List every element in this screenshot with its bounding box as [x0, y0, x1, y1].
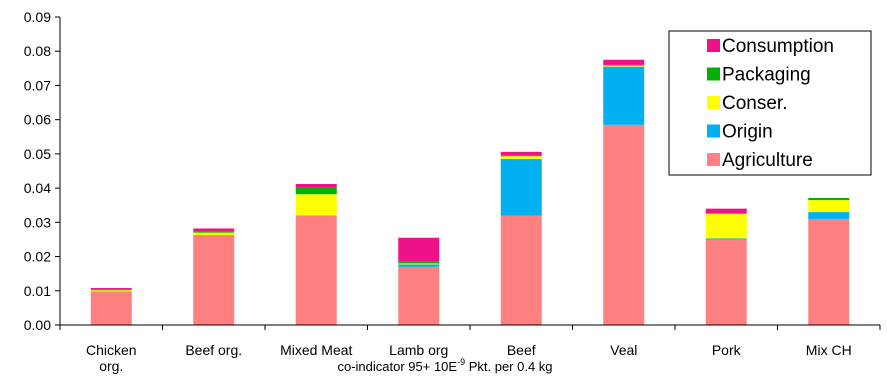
bar-segment-conser: [295, 194, 337, 216]
bar-segment-consumption: [90, 288, 132, 290]
bar-segment-packaging: [603, 64, 645, 66]
bar-segment-consumption: [193, 228, 235, 232]
x-category-label: Lamb org: [389, 342, 448, 358]
bar-segment-conser: [705, 213, 747, 239]
x-category-label: Mix CH: [806, 342, 852, 358]
x-category-label: Chicken: [86, 342, 137, 358]
bar-segment-agriculture: [808, 218, 850, 325]
bar-segment-conser: [90, 290, 132, 292]
legend-swatch-conser: [707, 96, 720, 109]
legend-label: Packaging: [722, 65, 811, 86]
legend-swatch-origin: [707, 124, 720, 138]
bar-segment-consumption: [500, 151, 542, 156]
x-category-label: Mixed Meat: [280, 342, 352, 358]
legend-swatch-consumption: [707, 39, 720, 52]
bar-segment-packaging: [500, 155, 542, 157]
y-tick-label: 0.07: [24, 77, 51, 93]
y-tick-label: 0.05: [24, 146, 51, 162]
bar-segment-agriculture: [603, 124, 645, 325]
legend-box: [668, 30, 872, 176]
x-category-label: Pork: [712, 342, 742, 358]
bar-segment-origin: [398, 264, 440, 267]
bar-segment-packaging: [808, 198, 850, 201]
bar-segment-agriculture: [295, 215, 337, 325]
x-category-label: Veal: [610, 342, 637, 358]
legend-label: Agriculture: [722, 150, 813, 171]
legend-label: Consumption: [722, 36, 834, 57]
bar-segment-conser: [808, 200, 850, 213]
bar-segment-origin: [808, 212, 850, 219]
x-category-label: Beef: [507, 342, 536, 358]
legend-label: Conser.: [722, 93, 787, 114]
y-tick-label: 0.06: [24, 112, 51, 128]
y-tick-label: 0.09: [24, 9, 51, 25]
y-tick-label: 0.03: [24, 214, 51, 230]
legend-swatch-packaging: [707, 67, 720, 81]
bar-segment-origin: [705, 238, 747, 240]
bar-segment-conser: [603, 65, 645, 67]
bar-segment-consumption: [398, 237, 440, 262]
y-tick-label: 0.01: [24, 283, 51, 299]
bar-segment-agriculture: [90, 291, 132, 325]
bar-segment-agriculture: [500, 215, 542, 325]
bar-segment-packaging: [295, 187, 337, 195]
bar-segment-conser: [398, 263, 440, 265]
bar-segment-agriculture: [193, 234, 235, 325]
bar-segment-origin: [603, 66, 645, 125]
bar-segment-packaging: [398, 261, 440, 264]
bar-segment-packaging: [705, 213, 747, 214]
y-tick-label: 0.00: [24, 317, 51, 333]
bar-segment-consumption: [295, 184, 337, 188]
bar-segment-packaging: [90, 289, 132, 291]
bar-segment-agriculture: [705, 239, 747, 325]
legend-swatch-agriculture: [707, 153, 720, 166]
y-tick-label: 0.02: [24, 249, 51, 265]
x-category-label: Beef org.: [185, 342, 242, 358]
bar-segment-conser: [193, 232, 235, 235]
bar-segment-consumption: [705, 208, 747, 214]
x-category-label: org.: [99, 358, 123, 374]
bar-segment-packaging: [193, 231, 235, 233]
y-tick-label: 0.08: [24, 43, 51, 59]
legend-label: Origin: [722, 122, 773, 143]
x-axis-label: co-indicator 95+ 10E-9 Pkt. per 0.4 kg: [337, 357, 552, 374]
bar-segment-agriculture: [398, 266, 440, 325]
bar-segment-consumption: [603, 59, 645, 65]
bar-segment-origin: [500, 159, 542, 216]
bar-segment-conser: [500, 156, 542, 160]
y-tick-label: 0.04: [24, 180, 51, 196]
